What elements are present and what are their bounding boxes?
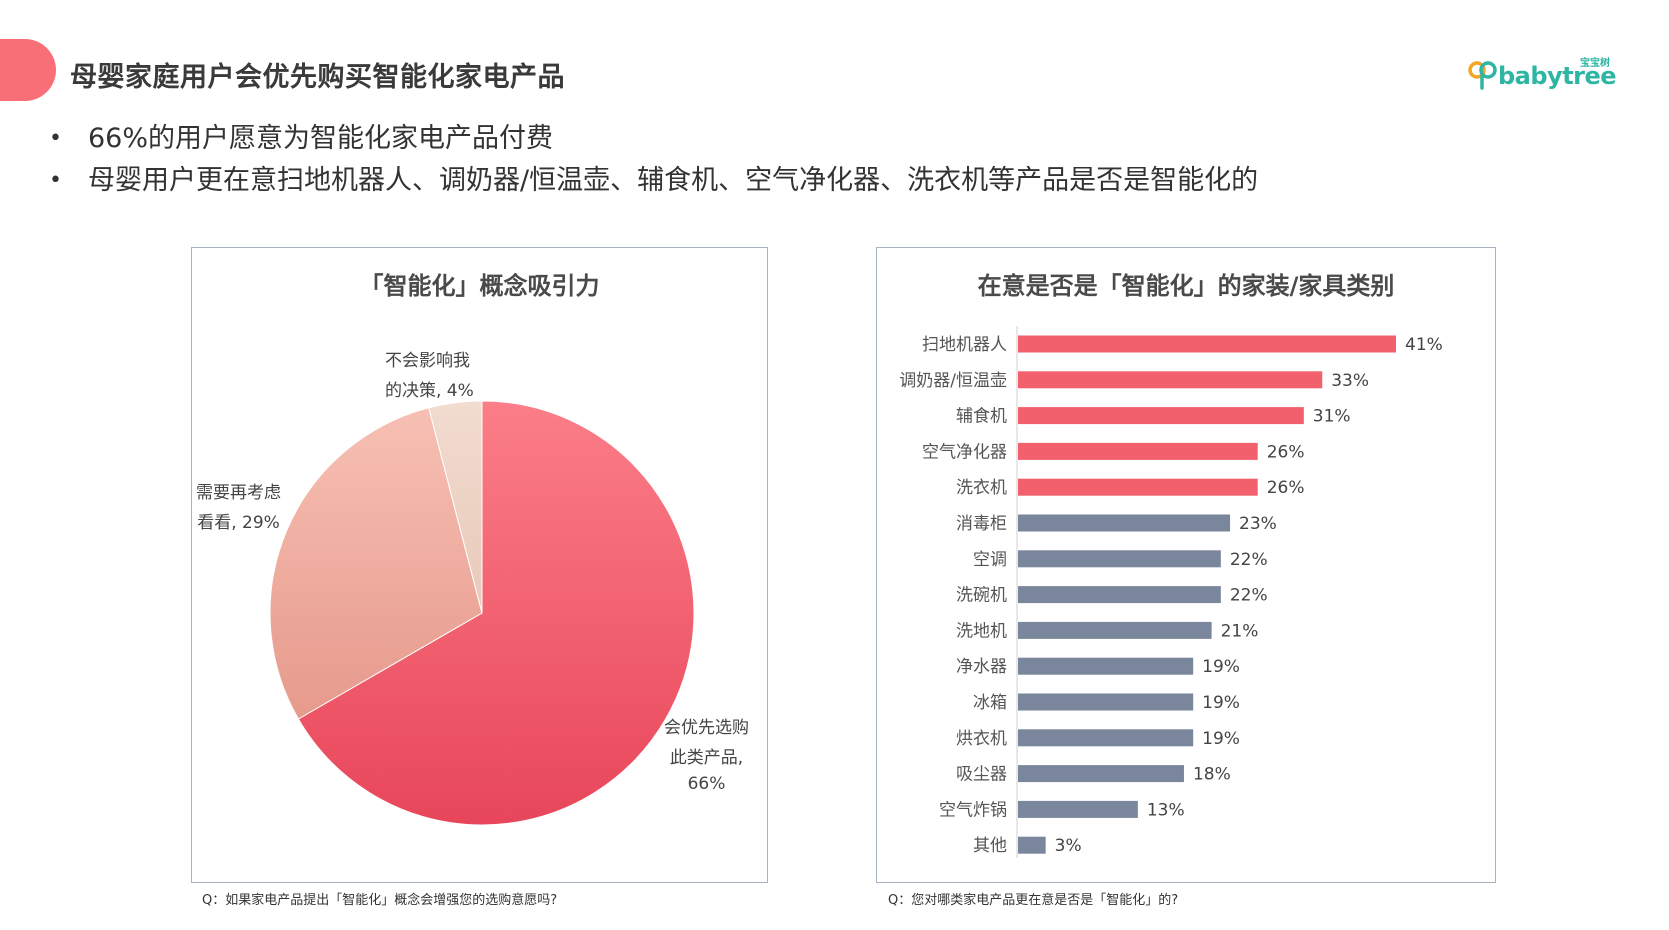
bar-value-label: 3% [1055,836,1082,856]
bar-normal [1018,693,1194,711]
bar-chart: 扫地机器人 41% 调奶器/恒温壶 33% 辅食机 31% 空气净化器 26% 洗衣机 26% 消毒… [899,326,1443,858]
bar-value-label: 19% [1202,729,1240,749]
pie-label-line: 会优先选购 [664,718,749,738]
bar-value-label: 26% [1267,442,1305,462]
bar-normal [1018,550,1221,568]
bar-highlight [1018,478,1258,496]
bar-normal [1018,621,1212,639]
bar-highlight [1018,335,1396,353]
pie-label-line: 的决策, 4% [385,381,474,401]
pie-question: Q：如果家电产品提出「智能化」概念会增强您的选购意愿吗? [202,893,558,908]
bar-highlight [1018,371,1323,389]
bar-category-label: 空调 [973,550,1007,570]
bar-category-label: 吸尘器 [956,765,1007,785]
bar-value-label: 21% [1221,621,1259,641]
pie-label-line: 不会影响我 [385,351,470,371]
bullet-dot: • [49,168,62,193]
bar-normal [1018,729,1194,747]
bar-value-label: 13% [1147,800,1185,820]
pie-label-29: 需要再考虑 看看, 29% [196,478,281,538]
bar-category-label: 洗地机 [956,621,1007,641]
pie-label-line: 此类产品, [669,748,744,768]
pie-label-66: 会优先选购 此类产品, 66% [664,713,749,795]
bar-category-label: 消毒柜 [956,514,1007,534]
bar-value-label: 31% [1313,407,1351,427]
bar-normal [1018,586,1221,604]
bar-value-label: 22% [1230,550,1268,570]
bar-value-label: 41% [1405,335,1443,355]
bar-value-label: 26% [1267,478,1305,498]
bullet-item: • 66%的用户愿意为智能化家电产品付费 [44,118,1258,160]
pie-slice-no-effect [428,400,483,614]
bar-normal [1018,657,1194,675]
pie-label-line: 看看, 29% [197,513,280,533]
bar-highlight [1018,442,1258,460]
pie-chart-panel: 「智能化」概念吸引力 会优先选购 此类产品, 66% 需要再考虑 看看, 29%… [191,247,768,883]
pie-slice-consider [269,407,483,720]
pie-label-line: 需要再考虑 [196,483,281,503]
bar-normal [1018,514,1231,532]
pie-chart-title: 「智能化」概念吸引力 [359,272,600,300]
bar-category-label: 调奶器/恒温壶 [899,371,1007,391]
logo-cn-text: 宝宝树 [1580,58,1610,69]
bar-normal [1018,800,1138,818]
bar-value-label: 18% [1193,765,1231,785]
bar-category-label: 其他 [973,836,1007,856]
bar-normal [1018,765,1184,783]
page-title: 母婴家庭用户会优先购买智能化家电产品 [70,62,565,93]
bar-category-label: 辅食机 [956,407,1007,427]
bar-value-label: 19% [1202,693,1240,713]
bar-category-label: 洗衣机 [956,478,1007,498]
bullet-list: • 66%的用户愿意为智能化家电产品付费 • 母婴用户更在意扫地机器人、调奶器/恒温… [44,118,1258,202]
bar-category-label: 空气炸锅 [939,800,1007,820]
babytree-logo: 宝宝树 babytree [1468,52,1618,92]
bar-value-label: 33% [1331,371,1369,391]
logo-en-text: babytree [1498,62,1617,90]
bar-category-label: 烘衣机 [956,729,1007,749]
pie-label-4: 不会影响我 的决策, 4% [385,346,474,406]
bar-category-label: 冰箱 [973,693,1007,713]
bar-category-label: 洗碗机 [956,586,1007,606]
bar-normal [1018,836,1046,854]
babytree-logo-icon [1468,61,1497,90]
bar-highlight [1018,407,1304,425]
bullet-text: 66%的用户愿意为智能化家电产品付费 [88,123,554,154]
bar-value-label: 22% [1230,586,1268,606]
bar-value-label: 23% [1239,514,1277,534]
pie-slice-prioritize [297,400,695,826]
bar-chart-panel: 在意是否是「智能化」的家装/家具类别 扫地机器人 41% 调奶器/恒温壶 33% 辅食机… [876,247,1496,883]
pie-label-line: 66% [687,774,726,794]
bar-category-label: 空气净化器 [922,442,1007,462]
bullet-item: • 母婴用户更在意扫地机器人、调奶器/恒温壶、辅食机、空气净化器、洗衣机等产品是否… [44,160,1258,202]
bar-category-label: 扫地机器人 [922,335,1007,355]
bar-chart-title: 在意是否是「智能化」的家装/家具类别 [977,272,1395,300]
bar-category-label: 净水器 [956,657,1007,677]
bar-value-label: 19% [1202,657,1240,677]
pie-chart [269,400,695,826]
bullet-text: 母婴用户更在意扫地机器人、调奶器/恒温壶、辅食机、空气净化器、洗衣机等产品是否是… [88,165,1259,196]
title-accent-tab [0,39,56,101]
bar-question: Q：您对哪类家电产品更在意是否是「智能化」的? [888,893,1179,908]
bullet-dot: • [49,126,62,151]
